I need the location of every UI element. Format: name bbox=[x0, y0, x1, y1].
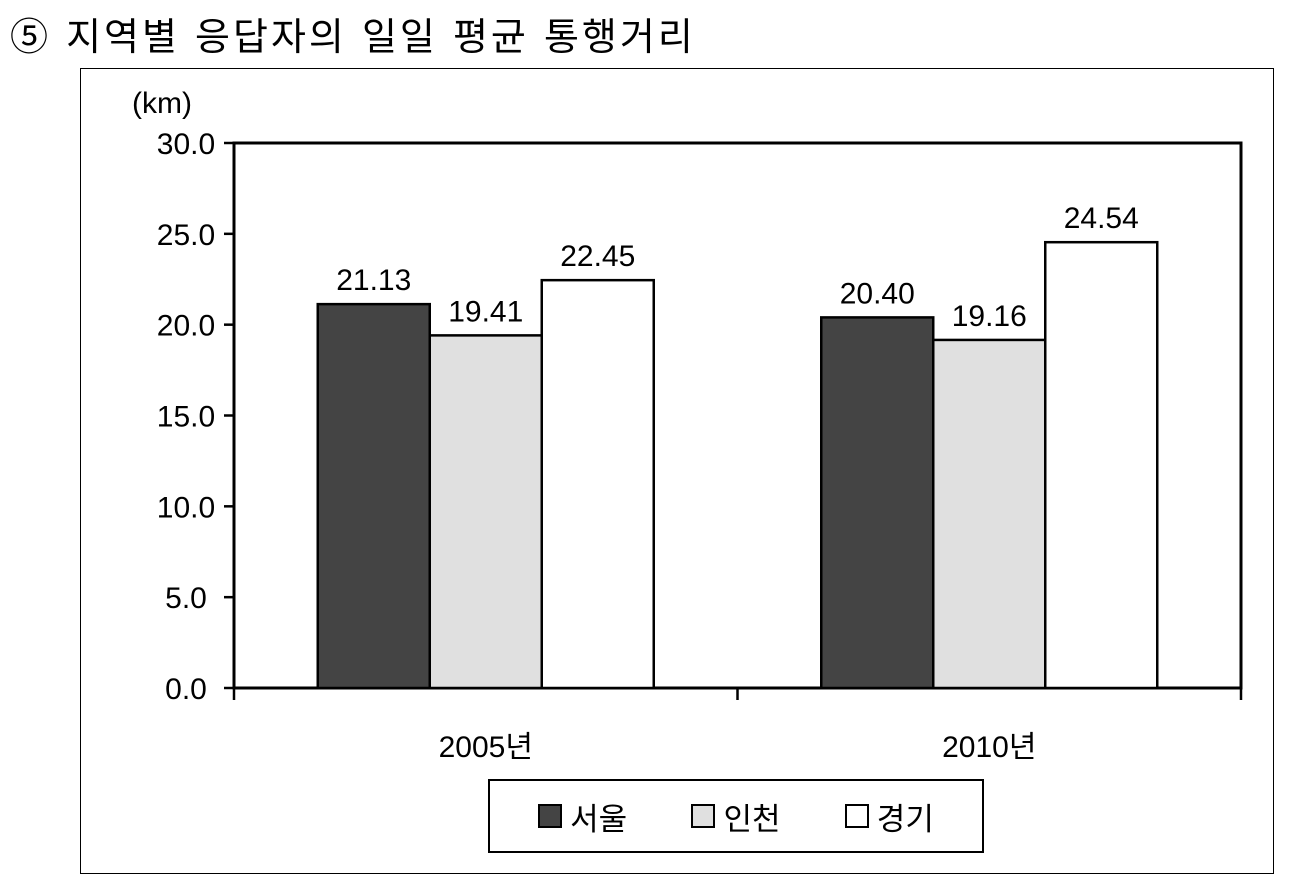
legend-item-seoul: 서울 bbox=[538, 794, 627, 839]
data-label: 19.41 bbox=[448, 295, 523, 328]
chart-title: ⑤ 지역별 응답자의 일일 평균 통행거리 bbox=[10, 15, 696, 59]
legend-swatch-seoul bbox=[538, 804, 563, 828]
legend-item-incheon: 인천 bbox=[691, 794, 781, 839]
y-unit-label: (km) bbox=[132, 87, 192, 120]
y-tick-label: 5.0 bbox=[165, 582, 207, 615]
data-label: 24.54 bbox=[1064, 202, 1139, 235]
bar bbox=[316, 302, 431, 690]
data-label: 21.13 bbox=[336, 264, 411, 297]
y-tick-label: 0.0 bbox=[165, 673, 207, 706]
legend-label-seoul: 서울 bbox=[570, 801, 628, 838]
y-tick-label: 10.0 bbox=[157, 491, 215, 524]
legend-swatch-gyeonggi bbox=[844, 804, 869, 828]
bar bbox=[428, 334, 543, 690]
legend: 서울 인천 경기 bbox=[488, 779, 984, 853]
bar bbox=[820, 316, 935, 690]
y-tick-label: 15.0 bbox=[157, 401, 215, 434]
bar bbox=[932, 338, 1047, 690]
data-label: 20.40 bbox=[840, 277, 915, 310]
chart-frame bbox=[80, 68, 1274, 874]
y-tick-label: 25.0 bbox=[157, 219, 215, 252]
x-category-label: 2005년 bbox=[439, 731, 533, 764]
bar bbox=[1044, 240, 1159, 690]
legend-item-gyeonggi: 경기 bbox=[844, 794, 934, 839]
legend-label-gyeonggi: 경기 bbox=[876, 801, 934, 838]
data-label: 19.16 bbox=[952, 300, 1027, 333]
y-tick-label: 20.0 bbox=[157, 310, 215, 343]
bar bbox=[540, 278, 655, 690]
legend-label-incheon: 인천 bbox=[723, 801, 781, 838]
legend-swatch-incheon bbox=[691, 804, 716, 828]
x-category-label: 2010년 bbox=[942, 731, 1036, 764]
data-label: 22.45 bbox=[560, 240, 635, 273]
y-tick-label: 30.0 bbox=[157, 128, 215, 161]
